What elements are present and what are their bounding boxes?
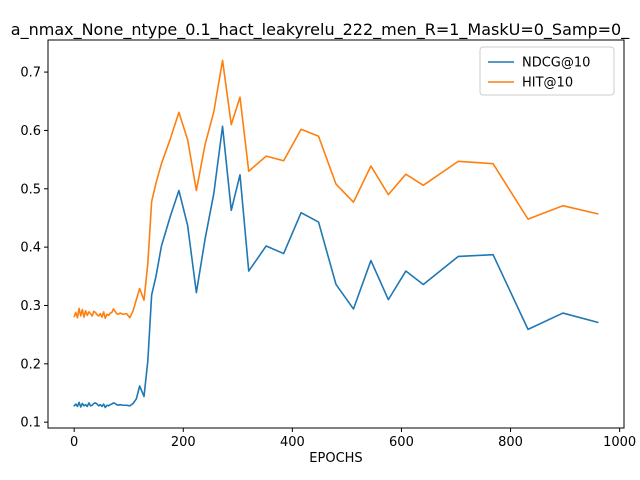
y-tick-label: 0.7 — [20, 66, 41, 81]
axis-ticks: 0 200 400 600 800 1000 0.1 0.2 0.3 0.4 0.5 0.6 0.7 — [20, 66, 636, 450]
series-line-ndcg — [73, 125, 599, 409]
legend: NDCG@10 HIT@10 — [479, 46, 615, 96]
x-tick-label: 400 — [280, 435, 305, 450]
x-tick-label: 1000 — [603, 435, 636, 450]
x-tick-label: 800 — [498, 435, 523, 450]
chart-title: a_nmax_None_ntype_0.1_hact_leakyrelu_222… — [11, 20, 630, 40]
y-tick-label: 0.1 — [20, 416, 41, 431]
legend-label: NDCG@10 — [522, 56, 590, 71]
x-tick-label: 200 — [171, 435, 196, 450]
series-line-hit — [73, 59, 599, 320]
y-tick-label: 0.6 — [20, 124, 41, 139]
x-axis-title: EPOCHS — [309, 451, 362, 466]
y-tick-label: 0.3 — [20, 299, 41, 314]
plot-area — [47, 39, 625, 429]
y-tick-label: 0.2 — [20, 357, 41, 372]
y-tick-label: 0.5 — [20, 182, 41, 197]
series-lines — [73, 59, 599, 409]
x-tick-label: 0 — [70, 435, 78, 450]
legend-box — [479, 46, 615, 96]
legend-label: HIT@10 — [522, 76, 573, 91]
x-tick-label: 600 — [389, 435, 414, 450]
y-tick-label: 0.4 — [20, 241, 41, 256]
